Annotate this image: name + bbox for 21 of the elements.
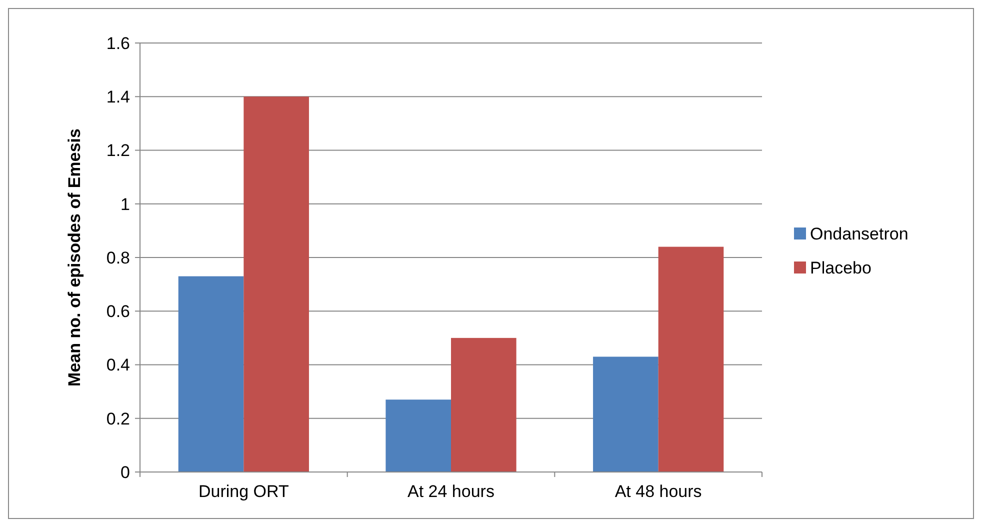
y-tick-label: 0.4	[106, 356, 130, 375]
y-tick-label: 0.6	[106, 302, 130, 322]
y-tick-label: 1	[120, 194, 130, 214]
legend-label: Placebo	[810, 258, 872, 278]
y-tick-label: 0.2	[106, 409, 130, 428]
x-tick-label: At 24 hours	[408, 482, 494, 501]
bar	[178, 276, 244, 472]
x-tick-label: At 48 hours	[614, 482, 702, 501]
bar	[658, 246, 724, 472]
legend-label: Ondansetron	[810, 224, 908, 244]
bar	[244, 96, 309, 472]
x-tick-label: During ORT	[198, 482, 289, 501]
y-tick-label: 0.8	[106, 248, 130, 268]
bar	[451, 338, 516, 472]
bar	[386, 400, 451, 472]
y-tick-label: 0	[120, 462, 130, 482]
y-tick-label: 1.6	[106, 34, 130, 53]
y-tick-label: 1.2	[106, 141, 130, 160]
bar	[593, 356, 658, 472]
y-tick-label: 1.4	[106, 88, 130, 107]
y-axis-title: Mean no. of episodes of Emesis	[65, 128, 84, 386]
